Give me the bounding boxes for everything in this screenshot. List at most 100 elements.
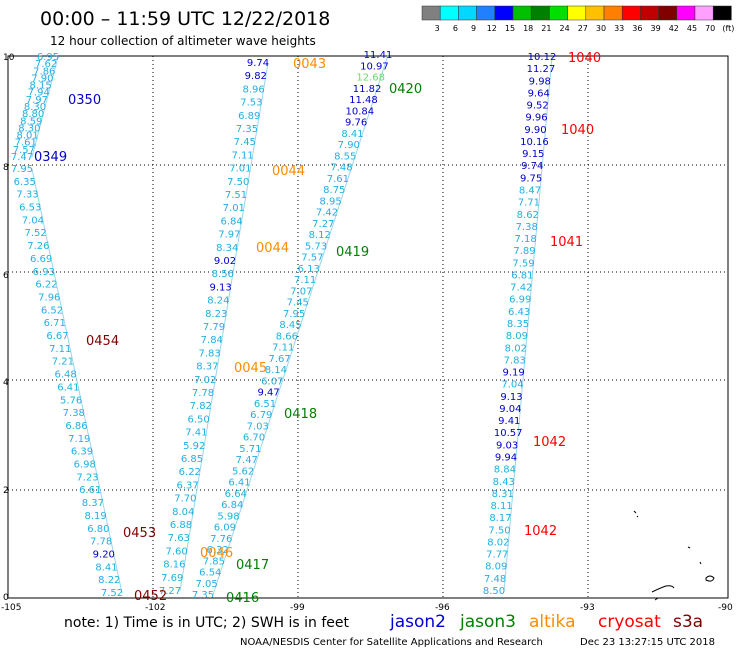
wave-height-value: 9.75 [520,173,542,184]
wave-height-value: 8.04 [172,507,194,518]
pass-time-label: 0046 [200,546,233,561]
wave-height-value: 8.23 [205,309,227,320]
wave-height-value: 8.11 [490,501,512,512]
legend: jason2 jason3 altika cryosat s3a [389,612,703,632]
wave-height-value: 9.94 [495,453,517,464]
wave-height-value: 8.02 [487,538,509,549]
wave-height-value: 7.33 [16,190,38,201]
wave-height-value: 7.57 [13,145,35,156]
wave-height-value: 10.16 [520,137,549,148]
wave-height-value: 7.78 [90,537,112,548]
wave-height-value: 10.97 [360,61,389,72]
wave-height-value: 8.24 [207,296,229,307]
x-tick-label: -96 [435,603,450,613]
wave-height-value: 6.67 [46,331,68,342]
wave-height-value: 8.01 [16,131,38,142]
pass-time-label: 1040 [568,51,601,66]
wave-height-value: 7.94 [28,88,50,99]
wave-height-value: 6.50 [187,414,209,425]
wave-height-value: 10.57 [494,428,523,439]
wave-height-value: 6.09 [214,523,236,534]
wave-height-value: 5.62 [232,466,254,477]
wave-height-value: 6.52 [41,305,63,316]
wave-height-value: 6.80 [87,524,109,535]
color-swatch [530,5,550,21]
wave-height-value: 6.86 [65,421,87,432]
wave-height-value: 7.83 [504,355,526,366]
pass-time-label: 0350 [68,93,101,108]
wave-height-value: 6.84 [221,500,243,511]
wave-height-value: 7.50 [488,525,510,536]
wave-height-value: 8.43 [493,477,515,488]
y-tick-label: 10 [3,53,15,63]
plot-frame [7,55,729,599]
y-tick-label: 2 [3,486,9,496]
wave-height-value: 9.74 [521,161,543,172]
wave-height-value: 8.41 [95,562,117,573]
color-swatch [676,5,696,21]
scale-label: 21 [541,24,551,33]
wave-height-value: 6.69 [30,254,52,265]
wave-height-value: 5.98 [217,511,239,522]
track-0043: 9.74 9.82 8.96 7.53 6.89 7.35 7.45 7.11 7.01 7.50… [159,58,269,597]
wave-height-value: 7.85 [203,556,225,567]
wave-height-value: 10.84 [345,106,374,117]
wave-height-value: 7.42 [316,208,338,219]
wave-height-value: 7.62 [35,59,57,70]
wave-height-value: 7.57 [301,253,323,264]
color-swatch [567,5,587,21]
wave-height-value: 11.48 [349,95,378,106]
footnote: note: 1) Time is in UTC; 2) SWH is in fe… [64,615,350,631]
color-swatch [494,5,514,21]
color-swatch [458,5,477,21]
wave-height-value: 7.48 [330,163,352,174]
wave-height-value: 7.18 [514,234,536,245]
x-axis-labels: -105 -102 -99 -96 -93 -90 [1,603,733,613]
wave-height-value: 8.17 [489,513,511,524]
wave-height-value: 8.09 [485,562,507,573]
wave-height-value: 8.41 [341,129,363,140]
wave-height-value: 6.71 [44,318,66,329]
wave-height-value: 11.41 [364,50,393,61]
wave-height-value: 7.27 [312,219,334,230]
wave-height-value: 9.52 [526,101,548,112]
scale-label: 30 [596,24,606,33]
wave-height-value: 7.52 [101,588,123,599]
wave-height-value: 8.59 [20,116,42,127]
wave-height-value: 7.04 [22,215,44,226]
wave-height-value: 6.32 [206,545,228,556]
wave-height-value: 7.69 [161,573,183,584]
wave-height-value: 7.71 [518,198,540,209]
scale-label: 3 [435,24,440,33]
ground-track-line [31,56,59,158]
legend-s3a: s3a [673,612,703,632]
wave-height-value: 8.75 [323,185,345,196]
pass-time-label: 0417 [236,558,269,573]
wave-height-value: 6.95 [37,52,59,63]
y-tick-label: 0 [3,593,9,603]
wave-height-value: 7.47 [236,455,258,466]
wave-height-value: 9.03 [496,440,518,451]
wave-height-value: 7.35 [236,124,258,135]
wave-height-value: 9.02 [214,256,236,267]
scale-label: 9 [471,24,476,33]
wave-height-value: 8.80 [22,109,44,120]
wave-height-value: 7.84 [201,335,223,346]
wave-height-value: 6.88 [170,520,192,531]
wave-height-value: 9.20 [93,550,115,561]
pass-time-label: 0452 [134,589,167,604]
wave-height-value: 9.13 [500,392,522,403]
ground-track-line [31,168,123,594]
wave-height-value: 6.41 [228,478,250,489]
wave-height-value: 7.19 [68,434,90,445]
wave-height-value: 7.03 [247,421,269,432]
wave-height-value: 8.45 [279,320,301,331]
wave-height-value: 7.05 [195,579,217,590]
credit-text: NOAA/NESDIS Center for Satellite Applica… [240,637,543,648]
wave-height-value: 6.37 [176,480,198,491]
wave-height-value: 7.97 [218,230,240,241]
wave-height-value: 8.55 [334,151,356,162]
wave-height-value: 6.79 [250,410,272,421]
wave-height-value: 7.42 [510,283,532,294]
